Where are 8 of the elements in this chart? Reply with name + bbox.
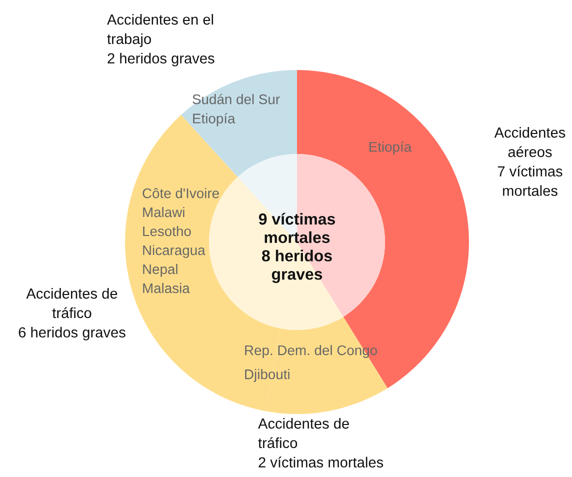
slice-label: Accidentes de tráfico 2 víctimas mortales (258, 418, 384, 468)
text: 9 víctimas mortales 8 heridos graves (258, 212, 335, 284)
text: Etiopía (370, 141, 412, 155)
slice-label: Accidentes de tráfico 6 heridos graves (18, 288, 126, 340)
slice-label: Accidentes aéreos 7 víctimas mortales (494, 127, 566, 196)
slice-label: Accidentes en el trabajo 2 heridos graves (107, 14, 214, 66)
text: Sudán del Sur Etiopía (192, 94, 280, 126)
text: Côte d'Ivoire Malawi Lesotho Nicaragua Nepal Malasia (142, 188, 219, 294)
